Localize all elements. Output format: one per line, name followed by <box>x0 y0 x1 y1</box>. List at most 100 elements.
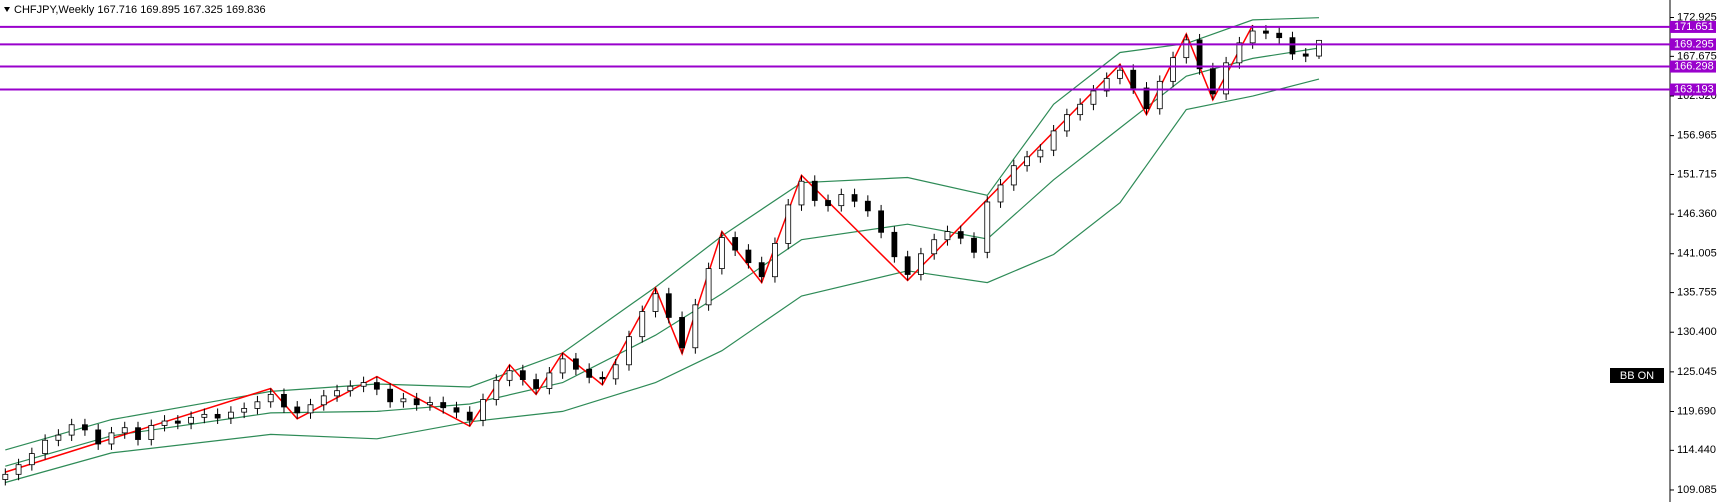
candle-body <box>573 358 579 370</box>
y-tick-label: 109.085 <box>1677 484 1717 496</box>
candle-body <box>758 262 765 278</box>
y-tick-label: 141.005 <box>1677 248 1717 260</box>
indicator-label: BB ON <box>1620 370 1654 382</box>
candle-body <box>493 379 500 400</box>
candle-body <box>1130 69 1137 89</box>
candle-body <box>148 425 155 440</box>
candle-body <box>161 420 168 426</box>
candle-body <box>785 204 792 244</box>
candle-body <box>1196 39 1203 70</box>
candle-body <box>586 368 593 378</box>
candle-body <box>944 231 951 241</box>
candle-body <box>1170 57 1176 82</box>
level-label: 163.193 <box>1674 83 1714 95</box>
candle-body <box>453 407 460 413</box>
y-tick-label: 125.045 <box>1677 366 1717 378</box>
level-label-bg <box>1670 60 1716 73</box>
candle-body <box>1117 69 1123 79</box>
candle-body <box>1050 130 1057 151</box>
candle-body <box>1103 77 1110 92</box>
candle-body <box>519 370 526 380</box>
candle-body <box>506 370 513 381</box>
candle-body <box>201 413 208 418</box>
low-value: 167.325 <box>183 4 223 16</box>
candle-body <box>28 453 35 466</box>
candle-body <box>294 406 301 414</box>
candle-body <box>1316 39 1322 57</box>
candle-body <box>1156 80 1163 110</box>
bollinger-upper <box>5 17 1320 451</box>
close-value: 169.836 <box>226 4 266 16</box>
candle-body <box>745 249 752 264</box>
candle-body <box>612 364 619 380</box>
candle-body <box>732 237 739 251</box>
y-tick-label: 114.440 <box>1677 444 1716 456</box>
candle-body <box>174 420 181 424</box>
candle-body <box>214 413 221 419</box>
candle-body <box>984 201 991 253</box>
level-label: 166.298 <box>1674 60 1714 72</box>
level-label-bg <box>1670 38 1716 51</box>
candle-body <box>652 293 659 312</box>
candle-body <box>718 237 725 269</box>
candle-body <box>692 304 699 349</box>
candle-body <box>971 237 977 253</box>
bollinger-lower <box>5 78 1320 484</box>
candle-body <box>825 200 831 207</box>
y-tick-label: 167.675 <box>1677 50 1717 62</box>
candle-body <box>1024 156 1030 167</box>
y-tick-label: 130.400 <box>1677 326 1717 338</box>
candle-body <box>705 268 712 306</box>
candle-body <box>639 311 646 338</box>
candle-body <box>1249 30 1256 44</box>
candle-body <box>957 231 964 239</box>
candle-body <box>241 408 248 413</box>
candle-body <box>400 398 407 403</box>
candle-body <box>851 194 858 202</box>
candle-body <box>1183 39 1190 59</box>
candle-body <box>918 253 924 275</box>
candle-body <box>1077 103 1084 116</box>
candle-body <box>334 390 340 397</box>
candle-body <box>135 427 141 440</box>
candle-body <box>891 231 898 258</box>
candle-body <box>82 424 88 431</box>
candle-body <box>320 395 327 406</box>
candle-body <box>440 402 447 409</box>
candle-body <box>95 429 102 445</box>
candle-body <box>1302 53 1309 57</box>
candle-body <box>188 416 194 424</box>
candle-body <box>1289 37 1296 55</box>
candle-body <box>307 404 314 414</box>
candle-body <box>1223 62 1230 95</box>
candle-body <box>466 411 473 421</box>
candle-body <box>1236 42 1243 64</box>
candle-body <box>679 317 685 349</box>
collapse-triangle[interactable] <box>4 7 10 12</box>
candle-body <box>1037 149 1044 158</box>
y-tick-label: 151.715 <box>1677 168 1717 180</box>
candle-body <box>480 399 486 421</box>
y-tick-label: 135.755 <box>1677 286 1717 298</box>
candle-body <box>15 464 22 475</box>
symbol: CHFJPY,Weekly <box>14 4 95 16</box>
candle-body <box>347 385 354 392</box>
chart-header: CHFJPY,Weekly 167.716 169.895 167.325 16… <box>14 4 266 16</box>
candle-body <box>267 393 274 403</box>
level-label-bg <box>1670 20 1716 33</box>
candle-body <box>121 427 128 434</box>
candle-body <box>1010 165 1017 186</box>
y-tick-label: 119.690 <box>1677 405 1716 417</box>
candle-body <box>864 200 871 212</box>
candle-body <box>878 210 885 233</box>
candle-body <box>1090 90 1097 105</box>
candle-body <box>108 432 115 445</box>
level-label-bg <box>1670 83 1716 96</box>
candle-body <box>811 180 818 201</box>
candle-body <box>1063 114 1070 132</box>
candle-body <box>55 434 62 441</box>
candle-body <box>665 293 672 318</box>
candle-body <box>838 194 845 207</box>
